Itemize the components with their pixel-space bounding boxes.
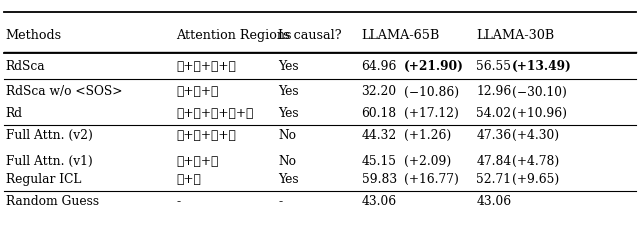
Text: (+2.09): (+2.09) <box>404 155 452 168</box>
Text: 44.32: 44.32 <box>362 129 397 142</box>
Text: Yes: Yes <box>278 173 299 186</box>
Text: RdSca: RdSca <box>6 60 45 73</box>
Text: (+10.96): (+10.96) <box>511 107 566 120</box>
Text: (+17.12): (+17.12) <box>404 107 459 120</box>
Text: Rd: Rd <box>6 107 23 120</box>
Text: 43.06: 43.06 <box>476 195 511 208</box>
Text: (+21.90): (+21.90) <box>404 60 464 73</box>
Text: 54.02: 54.02 <box>476 107 511 120</box>
Text: Is causal?: Is causal? <box>278 29 342 42</box>
Text: -: - <box>176 195 180 208</box>
Text: 60.18: 60.18 <box>362 107 397 120</box>
Text: (+16.77): (+16.77) <box>404 173 459 186</box>
Text: (−30.10): (−30.10) <box>511 86 566 99</box>
Text: 59.83: 59.83 <box>362 173 397 186</box>
Text: 64.96: 64.96 <box>362 60 397 73</box>
Text: No: No <box>278 155 296 168</box>
Text: (+9.65): (+9.65) <box>511 173 559 186</box>
Text: No: No <box>278 129 296 142</box>
Text: Yes: Yes <box>278 86 299 99</box>
Text: (+13.49): (+13.49) <box>511 60 572 73</box>
Text: (+4.78): (+4.78) <box>511 155 559 168</box>
Text: 45.15: 45.15 <box>362 155 397 168</box>
Text: Regular ICL: Regular ICL <box>6 173 81 186</box>
Text: ①+②+⑥: ①+②+⑥ <box>176 155 219 168</box>
Text: ①+②+③+④: ①+②+③+④ <box>176 60 236 73</box>
Text: ①+②+⑥+⑦: ①+②+⑥+⑦ <box>176 129 236 142</box>
Text: ①+②+③: ①+②+③ <box>176 86 219 99</box>
Text: Random Guess: Random Guess <box>6 195 99 208</box>
Text: Full Attn. (v1): Full Attn. (v1) <box>6 155 93 168</box>
Text: (+1.26): (+1.26) <box>404 129 452 142</box>
Text: RdSca w/o <SOS>: RdSca w/o <SOS> <box>6 86 122 99</box>
Text: LLAMA-30B: LLAMA-30B <box>476 29 555 42</box>
Text: Methods: Methods <box>6 29 62 42</box>
Text: 32.20: 32.20 <box>362 86 397 99</box>
Text: 47.84: 47.84 <box>476 155 512 168</box>
Text: -: - <box>278 195 283 208</box>
Text: 47.36: 47.36 <box>476 129 511 142</box>
Text: (+4.30): (+4.30) <box>511 129 559 142</box>
Text: Yes: Yes <box>278 60 299 73</box>
Text: 56.55: 56.55 <box>476 60 511 73</box>
Text: (−10.86): (−10.86) <box>404 86 460 99</box>
Text: 43.06: 43.06 <box>362 195 397 208</box>
Text: ①+②: ①+② <box>176 173 201 186</box>
Text: Full Attn. (v2): Full Attn. (v2) <box>6 129 93 142</box>
Text: 12.96: 12.96 <box>476 86 512 99</box>
Text: Attention Regions: Attention Regions <box>176 29 292 42</box>
Text: ①+②+③+④+⑤: ①+②+③+④+⑤ <box>176 107 253 120</box>
Text: 52.71: 52.71 <box>476 173 511 186</box>
Text: LLAMA-65B: LLAMA-65B <box>362 29 440 42</box>
Text: Yes: Yes <box>278 107 299 120</box>
